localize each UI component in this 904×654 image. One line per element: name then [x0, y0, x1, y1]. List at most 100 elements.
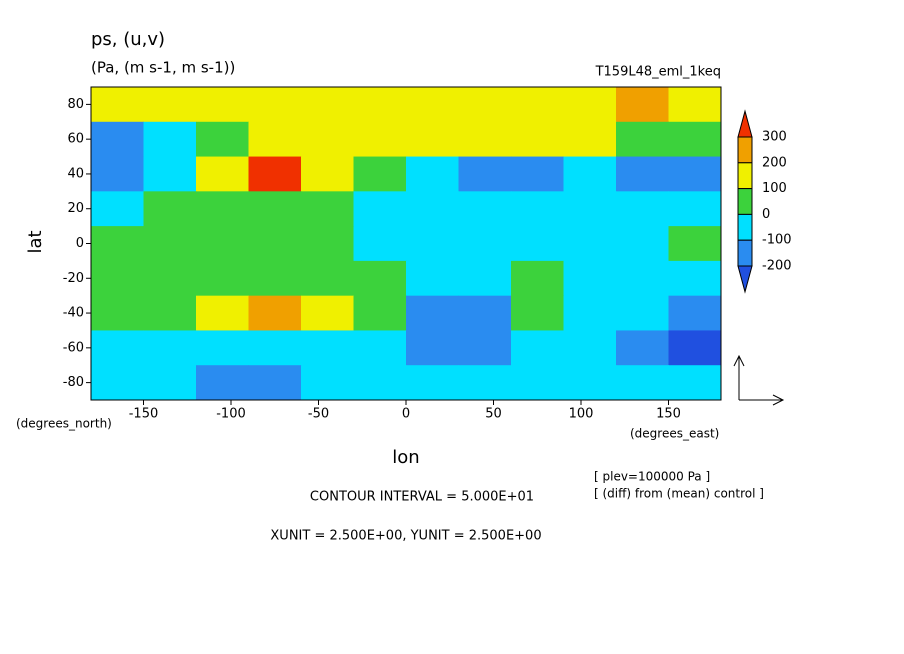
reference-arrow [733, 354, 745, 400]
field-cell [616, 87, 669, 123]
field-cell [353, 295, 407, 331]
field-cell [616, 295, 669, 331]
y-unit-label: (degrees_north) [16, 417, 112, 431]
field-cell [91, 191, 144, 227]
field-cell [248, 191, 302, 227]
field-cell [511, 87, 564, 123]
field-cell [668, 87, 722, 123]
field-cell [668, 191, 722, 227]
field-cell [616, 365, 669, 401]
field-cell [458, 191, 512, 227]
colorbar-segment [737, 213, 753, 241]
contour-interval: CONTOUR INTERVAL = 5.000E+01 [310, 490, 534, 505]
field-cell [143, 226, 197, 262]
field-cell [301, 156, 354, 192]
field-cell [406, 87, 459, 123]
y-tick-label: 60 [67, 132, 84, 147]
field-cell [353, 191, 407, 227]
field-cell [458, 121, 512, 158]
field-cell [616, 260, 669, 297]
field-cell [511, 121, 564, 158]
field-cell [196, 156, 249, 192]
y-tick-label: -60 [63, 340, 84, 355]
field-cell [353, 87, 407, 123]
field-cell [668, 295, 722, 331]
field-cell [668, 365, 722, 401]
colorbar-segment [737, 265, 753, 294]
colorbar-segment [737, 239, 753, 267]
colorbar-label: -200 [762, 259, 792, 274]
chart-subtitle: (Pa, (m s-1, m s-1)) [91, 59, 235, 77]
field-cell [353, 365, 407, 401]
field-cell [668, 156, 722, 192]
field-cell [143, 191, 197, 227]
field-cell [668, 260, 722, 297]
field-cell [563, 260, 617, 297]
x-tick-label: 0 [402, 407, 410, 422]
x-tick-label: 100 [569, 407, 594, 422]
field-cell [406, 330, 459, 366]
field-cell [196, 226, 249, 262]
field-cell [196, 260, 249, 297]
field-cell [406, 156, 459, 192]
y-axis-label: lat [25, 230, 46, 253]
y-tick-label: -40 [63, 306, 84, 321]
colorbar-label: 300 [762, 130, 787, 145]
y-tick-label: -80 [63, 375, 84, 390]
colorbar-segment [737, 162, 753, 190]
field-cell [196, 330, 249, 366]
field-cell [196, 121, 249, 158]
field-cell [616, 330, 669, 366]
colorbar: -200 -100 0 100 200 300 [737, 109, 792, 294]
field-cell [301, 87, 354, 123]
field-cell [248, 365, 302, 401]
reference-vector [733, 354, 785, 406]
field-cell [563, 295, 617, 331]
field-cell [458, 295, 512, 331]
field-cell [353, 330, 407, 366]
field-cell [563, 156, 617, 192]
note: [ (diff) from (mean) control ] [594, 487, 764, 501]
field-cell [563, 226, 617, 262]
y-tick-label: 0 [76, 236, 84, 251]
field-cell [406, 121, 459, 158]
colorbar-segment [737, 136, 753, 164]
field-cell [301, 226, 354, 262]
field-cell [301, 295, 354, 331]
note: [ plev=100000 Pa ] [594, 470, 710, 484]
y-tick-label: 20 [67, 201, 84, 216]
field-cell [301, 191, 354, 227]
field-cell [616, 121, 669, 158]
field-cell [458, 226, 512, 262]
colorbar-segment [737, 188, 753, 215]
field-cell [196, 295, 249, 331]
colorbar-label: 100 [762, 181, 787, 196]
field-cell [91, 365, 144, 401]
field-cell [511, 260, 564, 297]
field-cell [616, 156, 669, 192]
field-cell [143, 365, 197, 401]
field-cell [511, 365, 564, 401]
field-cell [406, 365, 459, 401]
field-cell [91, 295, 144, 331]
field-cell [196, 365, 249, 401]
field-cell [406, 226, 459, 262]
colorbar-label: 0 [762, 207, 770, 222]
y-tick-label: 40 [67, 166, 84, 181]
field-cell [353, 226, 407, 262]
axes: -150 -100 -50 0 50 100 150 -80 -60 -40 -20 0 20 40 60 8… [63, 86, 722, 422]
x-unit-label: (degrees_east) [630, 427, 719, 441]
field-cell [143, 121, 197, 158]
field-cell [91, 156, 144, 192]
field-cell [353, 156, 407, 192]
field-cell [196, 191, 249, 227]
field-cell [301, 260, 354, 297]
y-tick-label: 80 [67, 97, 84, 112]
field-cell [91, 226, 144, 262]
field-cell [563, 87, 617, 123]
field-cell [563, 330, 617, 366]
field-cell [91, 260, 144, 297]
chart-title: ps, (u,v) [91, 29, 165, 50]
field-cell [511, 295, 564, 331]
